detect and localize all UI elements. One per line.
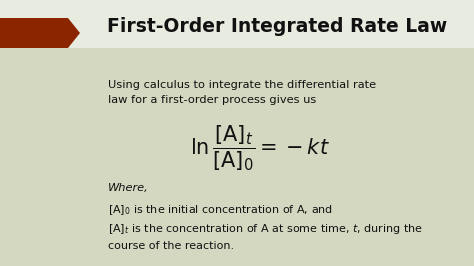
Text: $\ln\dfrac{[\mathrm{A}]_t}{[\mathrm{A}]_0} = -kt$: $\ln\dfrac{[\mathrm{A}]_t}{[\mathrm{A}]_… xyxy=(190,123,330,173)
Text: Using calculus to integrate the differential rate
law for a first-order process : Using calculus to integrate the differen… xyxy=(108,80,376,105)
Polygon shape xyxy=(0,18,80,48)
Text: Where,: Where, xyxy=(108,183,149,193)
Text: $[\mathrm{A}]_0$ is the initial concentration of A, and: $[\mathrm{A}]_0$ is the initial concentr… xyxy=(108,203,333,217)
Text: $[\mathrm{A}]_t$ is the concentration of A at some time, $t$, during the
course : $[\mathrm{A}]_t$ is the concentration of… xyxy=(108,222,423,251)
FancyBboxPatch shape xyxy=(0,0,474,48)
Text: First-Order Integrated Rate Law: First-Order Integrated Rate Law xyxy=(107,16,447,35)
